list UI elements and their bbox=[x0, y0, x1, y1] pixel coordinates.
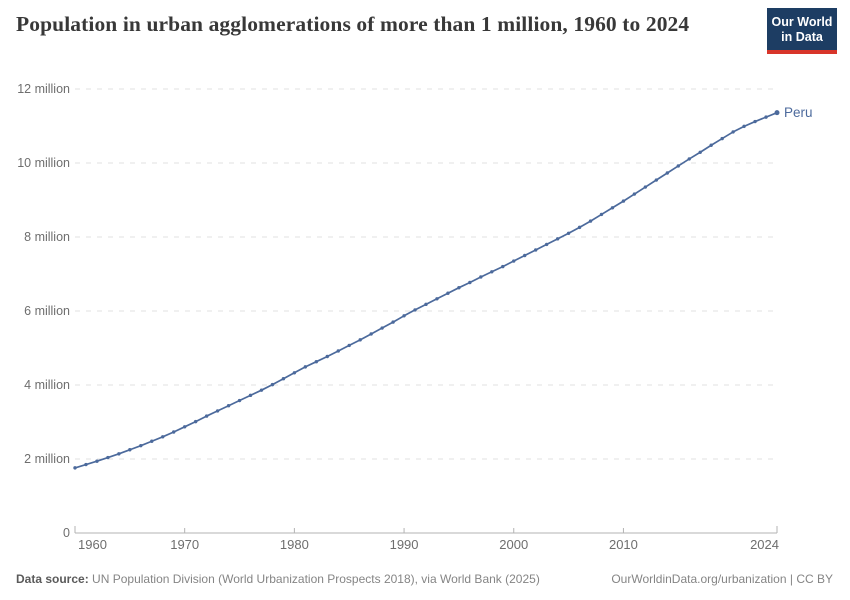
owid-license-link[interactable]: OurWorldinData.org/urbanization | CC BY bbox=[611, 572, 833, 586]
data-point[interactable] bbox=[577, 225, 582, 230]
page-title: Population in urban agglomerations of mo… bbox=[16, 12, 690, 36]
data-point[interactable] bbox=[512, 259, 516, 263]
data-point[interactable] bbox=[632, 192, 637, 196]
data-point[interactable] bbox=[161, 435, 165, 439]
x-tick-label: 2024 bbox=[750, 537, 779, 552]
data-point[interactable] bbox=[588, 219, 593, 223]
series-line[interactable] bbox=[74, 111, 778, 469]
entity-label[interactable]: Peru bbox=[784, 105, 813, 120]
y-tick-label: 12 million bbox=[17, 82, 70, 96]
data-point[interactable] bbox=[391, 320, 395, 324]
x-tick-label: 2000 bbox=[499, 537, 528, 552]
data-point[interactable] bbox=[139, 443, 143, 448]
data-point[interactable] bbox=[270, 382, 275, 387]
y-tick-label: 4 million bbox=[24, 378, 70, 392]
data-point[interactable] bbox=[402, 314, 406, 318]
data-point[interactable] bbox=[237, 398, 242, 403]
data-point[interactable] bbox=[259, 388, 264, 392]
data-source-label: Data source: bbox=[16, 572, 89, 586]
y-tick-label: 6 million bbox=[24, 304, 70, 318]
data-point[interactable] bbox=[172, 430, 176, 434]
data-point[interactable] bbox=[314, 359, 319, 364]
data-point[interactable] bbox=[281, 377, 286, 381]
data-point[interactable] bbox=[193, 419, 198, 424]
data-point[interactable] bbox=[753, 119, 757, 124]
data-point[interactable] bbox=[468, 280, 472, 285]
data-point[interactable] bbox=[479, 275, 483, 279]
data-point[interactable] bbox=[764, 115, 768, 119]
data-point[interactable] bbox=[490, 270, 494, 274]
data-point[interactable] bbox=[566, 231, 571, 235]
data-point[interactable] bbox=[435, 297, 439, 301]
data-point[interactable] bbox=[720, 136, 724, 141]
data-point[interactable] bbox=[303, 365, 308, 369]
data-point[interactable] bbox=[150, 439, 154, 443]
data-point[interactable] bbox=[643, 185, 648, 189]
x-tick-label: 1970 bbox=[170, 537, 199, 552]
data-point[interactable] bbox=[292, 371, 297, 375]
y-tick-label: 2 million bbox=[24, 452, 70, 466]
data-point[interactable] bbox=[347, 343, 351, 348]
data-point[interactable] bbox=[555, 237, 560, 241]
data-point[interactable] bbox=[709, 143, 713, 147]
data-point[interactable] bbox=[698, 150, 702, 154]
chart-footer: Data source: UN Population Division (Wor… bbox=[16, 572, 833, 586]
data-point[interactable] bbox=[358, 338, 362, 342]
y-tick-label: 8 million bbox=[24, 230, 70, 244]
owid-logo-line1: Our World bbox=[771, 15, 833, 29]
data-point[interactable] bbox=[106, 455, 110, 460]
data-point[interactable] bbox=[665, 171, 670, 175]
data-point[interactable] bbox=[599, 212, 604, 217]
data-point[interactable] bbox=[676, 164, 680, 168]
data-point[interactable] bbox=[424, 302, 428, 307]
data-point[interactable] bbox=[380, 326, 384, 330]
owid-logo[interactable]: Our World in Data bbox=[767, 8, 837, 54]
data-point[interactable] bbox=[774, 110, 780, 116]
data-point[interactable] bbox=[610, 206, 615, 210]
data-point[interactable] bbox=[457, 285, 461, 290]
x-tick-label: 1990 bbox=[390, 537, 419, 552]
data-point[interactable] bbox=[742, 124, 746, 129]
data-point[interactable] bbox=[533, 248, 538, 252]
data-source: Data source: UN Population Division (Wor… bbox=[16, 572, 540, 586]
data-point[interactable] bbox=[226, 404, 231, 408]
data-point[interactable] bbox=[687, 157, 691, 161]
data-point[interactable] bbox=[73, 466, 77, 470]
data-point[interactable] bbox=[128, 448, 132, 452]
data-point[interactable] bbox=[325, 354, 329, 359]
data-point[interactable] bbox=[336, 349, 340, 353]
data-point[interactable] bbox=[204, 414, 209, 418]
data-point[interactable] bbox=[84, 462, 88, 467]
data-point[interactable] bbox=[117, 452, 121, 456]
data-source-text: UN Population Division (World Urbanizati… bbox=[92, 572, 540, 586]
data-point[interactable] bbox=[446, 291, 450, 295]
data-point[interactable] bbox=[248, 393, 253, 398]
y-tick-label: 10 million bbox=[17, 156, 70, 170]
data-point[interactable] bbox=[215, 409, 220, 413]
owid-logo-line2: in Data bbox=[781, 29, 823, 44]
x-tick-label: 1960 bbox=[78, 537, 107, 552]
data-point[interactable] bbox=[369, 332, 373, 336]
data-point[interactable] bbox=[182, 425, 187, 429]
x-tick-label: 2010 bbox=[609, 537, 638, 552]
data-point[interactable] bbox=[621, 199, 626, 203]
x-tick-label: 1980 bbox=[280, 537, 309, 552]
data-point[interactable] bbox=[544, 242, 549, 247]
data-point[interactable] bbox=[501, 264, 505, 269]
data-point[interactable] bbox=[654, 178, 659, 182]
data-point[interactable] bbox=[95, 459, 99, 463]
data-point[interactable] bbox=[523, 253, 527, 258]
data-point[interactable] bbox=[731, 130, 735, 134]
data-point[interactable] bbox=[413, 308, 417, 312]
y-tick-label: 0 bbox=[63, 526, 70, 540]
